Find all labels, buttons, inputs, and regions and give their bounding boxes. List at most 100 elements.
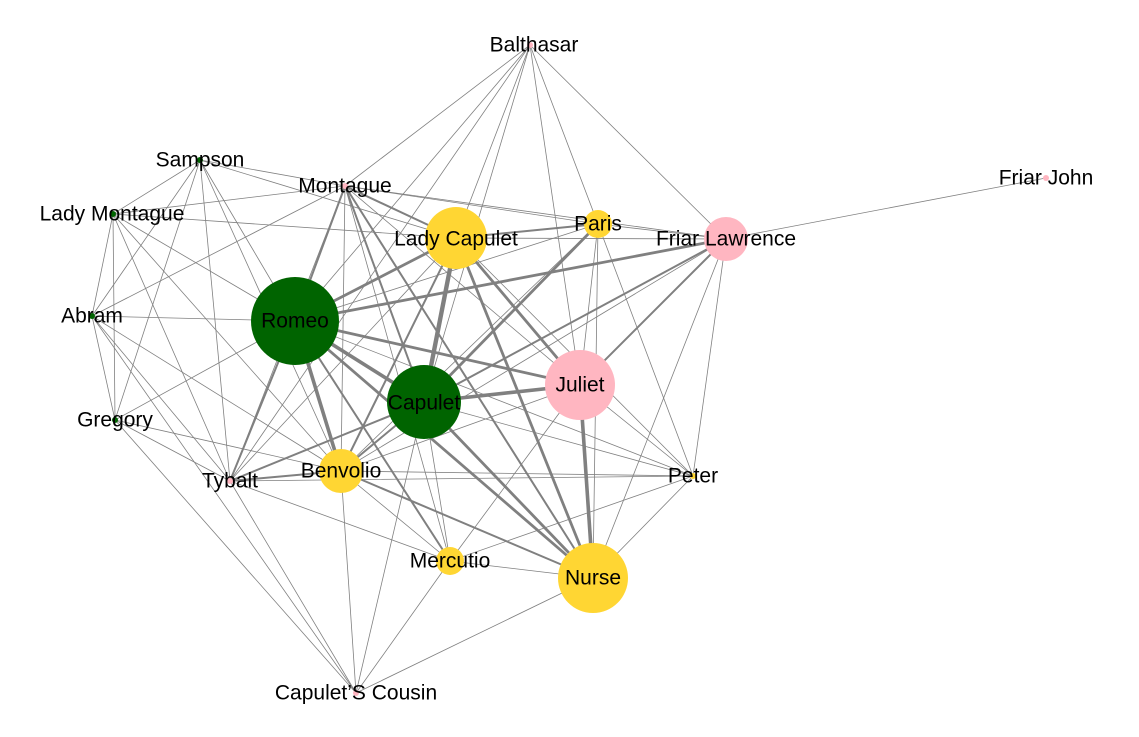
edge-lady-capulet-sampson <box>199 159 457 239</box>
edge-lady-capulet-tybalt <box>229 237 457 482</box>
edge-juliet-montague <box>344 185 581 386</box>
edge-sampson-lady-montague <box>112 159 201 215</box>
edge-friar-lawrence-friar-john <box>725 177 1047 240</box>
edge-nurse-benvolio <box>340 470 594 579</box>
edge-tybalt-sampson <box>199 159 231 482</box>
edge-benvolio-peter <box>340 470 694 477</box>
edge-tybalt-peter <box>229 475 694 482</box>
edge-juliet-benvolio <box>340 384 581 472</box>
edge-abram-capulets-cousin <box>91 315 357 694</box>
edge-romeo-nurse <box>293 319 595 580</box>
edge-romeo-friar-lawrence <box>293 237 728 323</box>
node-label-tybalt: Tybalt <box>202 470 258 493</box>
edge-sampson-abram <box>91 159 201 317</box>
edge-tybalt-gregory <box>114 419 231 482</box>
edge-abram-gregory <box>91 315 116 421</box>
node-mercutio[interactable] <box>436 547 464 575</box>
node-peter[interactable] <box>690 473 696 479</box>
node-sampson[interactable] <box>197 157 203 163</box>
node-label-mercutio: Mercutio <box>410 550 491 573</box>
edge-sampson-gregory <box>114 159 201 421</box>
edge-benvolio-abram <box>91 315 342 472</box>
node-juliet[interactable] <box>545 350 615 420</box>
node-label-capulets-cousin: Capulet’S Cousin <box>275 682 437 705</box>
node-label-balthasar: Balthasar <box>490 34 579 57</box>
node-label-romeo: Romeo <box>261 310 329 333</box>
node-romeo[interactable] <box>251 277 339 365</box>
edge-romeo-juliet <box>293 319 582 387</box>
edge-tybalt-abram <box>91 315 231 482</box>
node-label-lady-capulet: Lady Capulet <box>394 228 518 251</box>
edge-tybalt-lady-montague <box>112 213 231 482</box>
edge-romeo-balthasar <box>294 44 531 322</box>
edge-capulet-montague <box>344 185 425 403</box>
node-friar-lawrence[interactable] <box>704 217 748 261</box>
node-label-benvolio: Benvolio <box>301 460 382 483</box>
edge-nurse-friar-lawrence <box>592 238 727 579</box>
edge-benvolio-mercutio <box>340 470 451 562</box>
edge-montague-abram <box>91 185 346 317</box>
edge-lady-capulet-friar-lawrence <box>455 237 727 240</box>
edge-friar-lawrence-balthasar <box>529 44 727 240</box>
node-label-lady-montague: Lady Montague <box>40 203 185 226</box>
nodes-layer <box>89 42 1049 696</box>
node-label-abram: Abram <box>61 305 123 328</box>
labels-layer: Balthasar Sampson Montague Lady Montague Lad… <box>40 34 1094 705</box>
edge-benvolio-lady-montague <box>112 213 342 472</box>
edge-capulet-friar-lawrence <box>423 238 727 403</box>
node-lady-capulet[interactable] <box>425 207 487 269</box>
node-montague[interactable] <box>342 183 348 189</box>
edge-nurse-capulets-cousin <box>355 577 594 694</box>
edge-lady-montague-gregory <box>112 213 116 421</box>
node-label-juliet: Juliet <box>555 374 604 397</box>
node-label-friar-john: Friar John <box>999 167 1094 190</box>
edge-tybalt-balthasar <box>229 44 531 482</box>
node-paris[interactable] <box>584 210 612 238</box>
node-abram[interactable] <box>89 313 95 319</box>
node-label-friar-lawrence: Friar Lawrence <box>656 228 796 251</box>
node-tybalt[interactable] <box>227 478 233 484</box>
edge-lady-capulet-benvolio <box>340 237 457 472</box>
edge-paris-peter <box>597 223 694 477</box>
edge-lady-capulet-nurse <box>454 236 595 580</box>
edge-montague-balthasar <box>344 44 531 187</box>
node-nurse[interactable] <box>558 543 628 613</box>
node-label-gregory: Gregory <box>77 409 153 432</box>
node-benvolio[interactable] <box>319 449 363 493</box>
edge-nurse-montague <box>344 185 594 579</box>
node-label-sampson: Sampson <box>156 149 245 172</box>
edge-gregory-capulets-cousin <box>114 419 357 694</box>
edge-montague-lady-montague <box>112 185 346 215</box>
node-label-peter: Peter <box>668 465 718 488</box>
edge-benvolio-montague <box>340 185 346 472</box>
node-label-nurse: Nurse <box>565 567 621 590</box>
edge-friar-lawrence-montague <box>344 185 727 240</box>
edge-lady-capulet-lady-montague <box>112 213 457 239</box>
edge-benvolio-paris <box>340 223 599 472</box>
node-gregory[interactable] <box>112 417 118 423</box>
edge-montague-sampson <box>199 159 346 187</box>
edge-montague-mercutio <box>344 185 451 562</box>
node-label-montague: Montague <box>298 175 391 198</box>
edge-tybalt-capulets-cousin <box>229 480 357 694</box>
node-lady-montague[interactable] <box>110 211 116 217</box>
edge-paris-montague <box>344 185 599 225</box>
node-friar-john[interactable] <box>1043 175 1049 181</box>
node-label-paris: Paris <box>574 213 622 236</box>
edge-benvolio-gregory <box>114 419 342 472</box>
edge-capulet-peter <box>423 401 694 477</box>
node-balthasar[interactable] <box>527 42 533 48</box>
edge-lady-montague-abram <box>91 213 114 317</box>
edge-capulet-paris <box>422 222 600 404</box>
node-capulets-cousin[interactable] <box>353 690 359 696</box>
edge-mercutio-peter <box>449 475 694 562</box>
node-label-capulet: Capulet <box>388 392 461 415</box>
edge-juliet-mercutio <box>449 384 581 562</box>
edge-benvolio-capulets-cousin <box>340 470 357 694</box>
edge-tybalt-mercutio <box>229 480 451 562</box>
edge-lady-capulet-balthasar <box>455 44 531 239</box>
node-capulet[interactable] <box>387 365 461 439</box>
edge-friar-lawrence-peter <box>692 238 727 477</box>
